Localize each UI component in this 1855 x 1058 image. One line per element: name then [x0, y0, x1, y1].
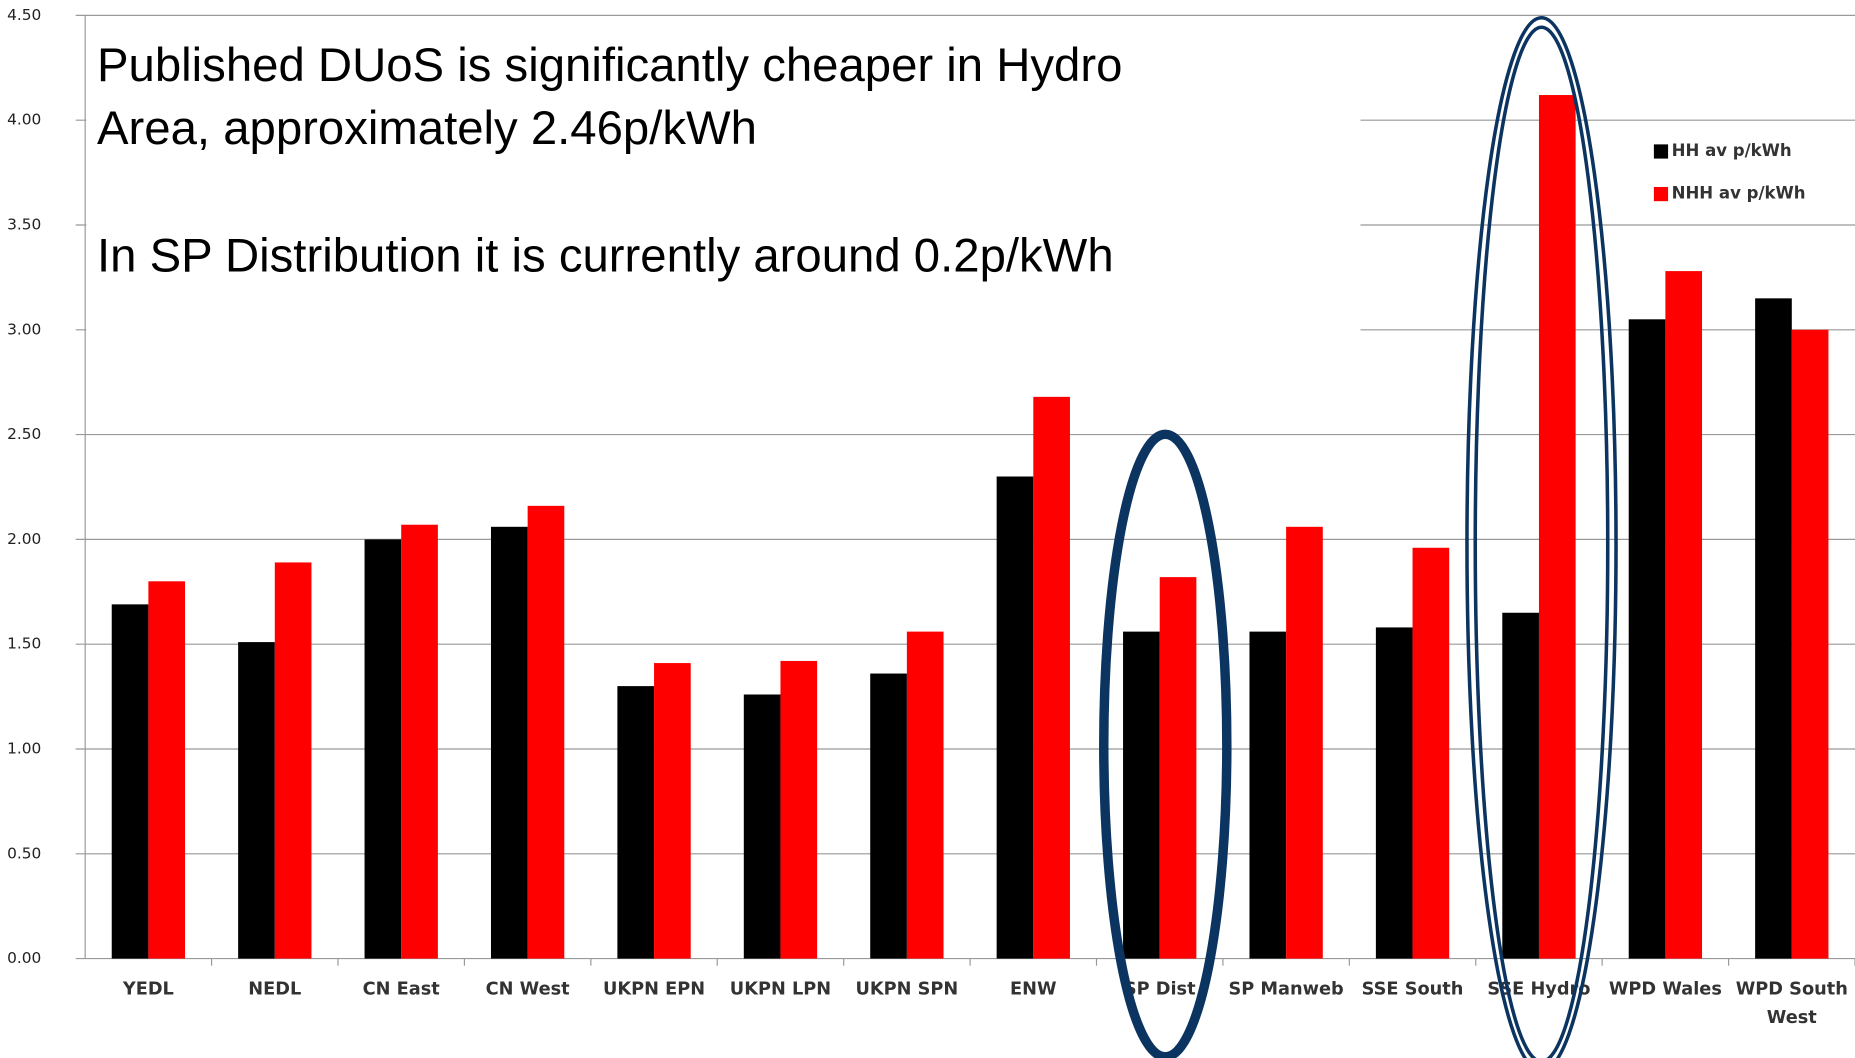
- bar: [1159, 577, 1197, 959]
- bar: [780, 660, 818, 959]
- bar: [111, 604, 149, 959]
- highlight-ellipse: [1099, 429, 1232, 1058]
- bar: [1502, 612, 1539, 959]
- bar: [1628, 319, 1666, 959]
- x-tick-label: SP Dist: [1124, 979, 1196, 999]
- bar: [1249, 631, 1287, 959]
- y-tick-label: 4.50: [7, 6, 41, 24]
- bar: [906, 631, 944, 959]
- bar: [148, 581, 186, 959]
- legend-swatch: [1653, 186, 1669, 202]
- y-tick-label: 3.50: [7, 215, 41, 233]
- x-tick-label: CN West: [486, 979, 571, 999]
- x-tick-label: UKPN LPN: [730, 979, 831, 999]
- x-tick-label: WPD Wales: [1609, 979, 1722, 999]
- legend-label: HH av p/kWh: [1672, 141, 1792, 160]
- bar: [1286, 526, 1323, 959]
- y-tick-label: 0.50: [7, 844, 41, 862]
- bar: [1665, 271, 1703, 959]
- y-tick-label: 2.50: [7, 425, 41, 443]
- x-tick-label: CN East: [363, 979, 441, 999]
- y-tick-label: 0.00: [7, 949, 41, 967]
- bar: [238, 642, 275, 959]
- x-tick-label: UKPN EPN: [603, 979, 705, 999]
- bar: [1755, 298, 1792, 959]
- legend-label: NHH av p/kWh: [1672, 184, 1806, 203]
- y-tick-label: 2.00: [7, 530, 41, 548]
- text-box: [86, 23, 1361, 366]
- bar: [617, 686, 655, 959]
- y-tick-label: 1.00: [7, 739, 41, 757]
- x-tick-label: YEDL: [122, 979, 174, 999]
- x-tick-label: WPD South West: [1736, 979, 1848, 1027]
- bar: [996, 476, 1034, 959]
- x-tick-label-line: West: [1767, 1008, 1818, 1028]
- bar: [490, 526, 528, 959]
- highlight-ellipse: [1473, 25, 1610, 1058]
- bar: [743, 694, 781, 959]
- bar: [654, 663, 691, 959]
- annotation: Published DUoS is significantly cheaper …: [97, 39, 1122, 92]
- marks: YEDL NEDL CN East CN West UKPN EPN UKPN LPN UK…: [111, 95, 1848, 1028]
- annotation: Area, approximately 2.46p/kWh: [97, 102, 757, 155]
- x-tick-label: SP Manweb: [1228, 979, 1343, 999]
- bar: [1033, 396, 1070, 959]
- annotation: In SP Distribution it is currently aroun…: [97, 230, 1114, 283]
- x-tick-label: SSE South: [1362, 979, 1464, 999]
- x-tick-label: ENW: [1010, 979, 1057, 999]
- bar: [870, 673, 907, 959]
- bar: [401, 524, 438, 959]
- highlight-ellipse: [1465, 16, 1618, 1058]
- x-tick-label: UKPN SPN: [855, 979, 958, 999]
- x-tick-label: SSE Hydro: [1487, 979, 1590, 999]
- bar: [1412, 547, 1450, 959]
- y-tick-label: 3.00: [7, 320, 41, 338]
- x-tick-label-line: WPD South: [1736, 979, 1848, 999]
- bar: [1538, 95, 1576, 959]
- legend-swatch: [1653, 144, 1669, 159]
- bar: [527, 505, 565, 959]
- y-tick-label: 4.00: [7, 111, 41, 129]
- bar: [1123, 631, 1160, 959]
- y-tick-label: 1.50: [7, 635, 41, 653]
- bar: [1375, 627, 1413, 959]
- bar: [274, 562, 312, 959]
- x-tick-label: NEDL: [248, 979, 301, 999]
- bar: [1791, 329, 1829, 959]
- bar: [364, 539, 402, 959]
